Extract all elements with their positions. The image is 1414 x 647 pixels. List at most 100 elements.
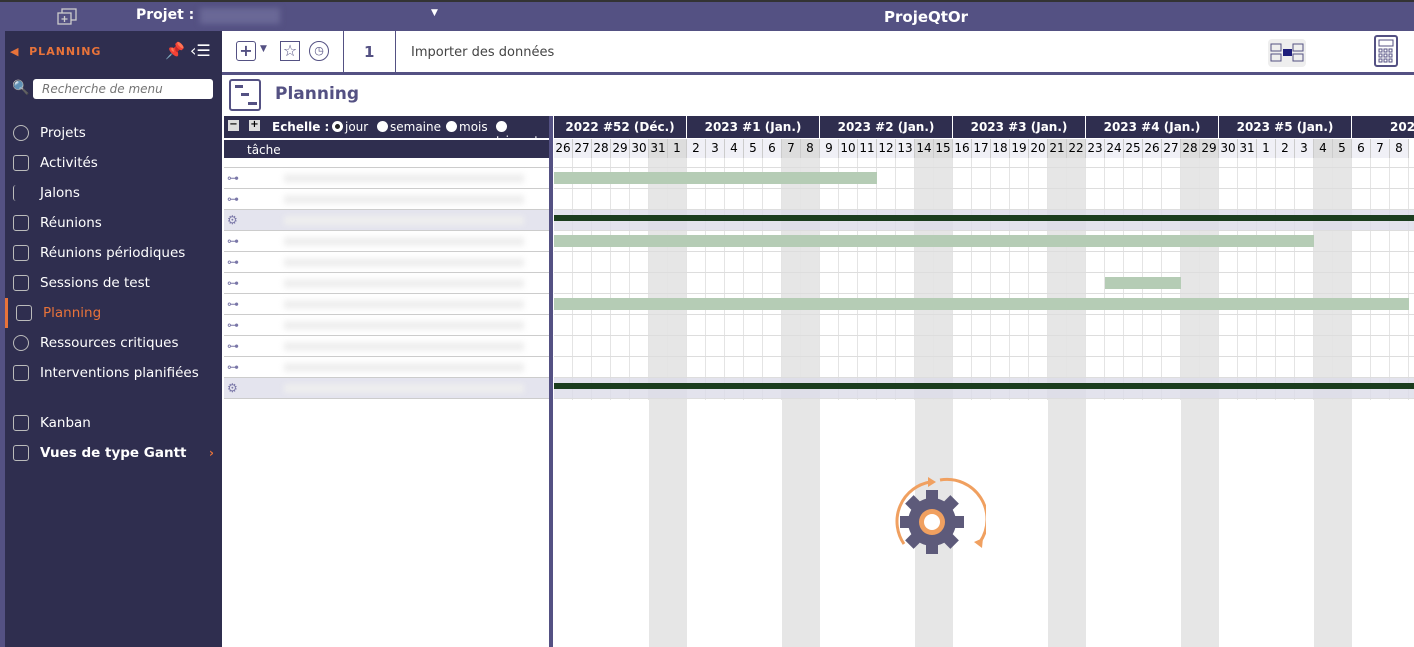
activity-hierarchy-icon: ⊶: [227, 297, 239, 311]
summary-bar[interactable]: [554, 383, 1414, 389]
menu-item-ressources-critiques[interactable]: Ressources critiques: [5, 328, 222, 358]
day-header: 28: [1181, 139, 1200, 158]
day-header: 26: [554, 139, 573, 158]
day-header: 4: [1314, 139, 1333, 158]
radio-icon[interactable]: [446, 121, 457, 132]
bookmark-star-icon[interactable]: ☆: [280, 41, 300, 61]
menu-label: Jalons: [40, 185, 80, 201]
storm-icon: [13, 335, 29, 351]
pin-icon[interactable]: 📌: [165, 41, 185, 60]
menu-item-projets[interactable]: Projets: [5, 118, 222, 148]
day-header: 31: [1238, 139, 1257, 158]
weekend-column: [1333, 158, 1352, 647]
gantt-row: [554, 336, 1414, 357]
task-name-redacted: [284, 258, 524, 267]
scale-option-mois[interactable]: mois: [446, 120, 488, 134]
grid-line: [1066, 158, 1067, 400]
activity-hierarchy-icon: ⊶: [227, 318, 239, 332]
menu-search-input[interactable]: [33, 79, 213, 99]
day-header: 14: [915, 139, 934, 158]
task-name-redacted: [284, 279, 524, 288]
history-icon[interactable]: ◷: [309, 41, 329, 61]
grid-line: [1104, 158, 1105, 400]
task-row[interactable]: ⊶: [224, 168, 549, 189]
task-row[interactable]: ⊶: [224, 252, 549, 273]
loading-spinner-icon: [895, 477, 986, 554]
menu-item-reunions-periodiques[interactable]: Réunions périodiques: [5, 238, 222, 268]
day-header: 22: [1067, 139, 1086, 158]
gantt-row: [554, 357, 1414, 378]
recurring-meeting-icon: [13, 245, 29, 261]
task-row[interactable]: [224, 158, 549, 168]
task-bar[interactable]: [554, 235, 1314, 247]
task-name-redacted: [284, 216, 524, 225]
radio-checked-icon[interactable]: [332, 121, 343, 132]
task-bar[interactable]: [554, 298, 1409, 310]
project-selector[interactable]: [200, 8, 280, 24]
day-header: 19: [1010, 139, 1029, 158]
task-name-redacted: [284, 342, 524, 351]
import-data-link[interactable]: Importer des données: [411, 45, 555, 60]
option-label: semaine: [390, 120, 441, 134]
menu-item-sessions-de-test[interactable]: Sessions de test: [5, 268, 222, 298]
splitter-handle[interactable]: [549, 116, 553, 647]
weekend-column: [1314, 158, 1333, 647]
task-row[interactable]: ⊶: [224, 294, 549, 315]
menu-item-vues-gantt[interactable]: Vues de type Gantt ›: [5, 438, 222, 468]
add-button[interactable]: +: [236, 41, 256, 61]
weekend-column: [649, 158, 668, 647]
radio-icon[interactable]: [496, 121, 507, 132]
task-row[interactable]: ⚙: [224, 378, 549, 399]
summary-bar[interactable]: [554, 215, 1414, 221]
day-header: 30: [630, 139, 649, 158]
day-header: 25: [1124, 139, 1143, 158]
grid-line: [1313, 158, 1314, 400]
grid-line: [705, 158, 706, 400]
option-label: mois: [459, 120, 488, 134]
task-row[interactable]: ⊶: [224, 357, 549, 378]
task-row[interactable]: ⊶: [224, 273, 549, 294]
task-row[interactable]: ⚙: [224, 210, 549, 231]
task-name-redacted: [284, 174, 524, 183]
task-row[interactable]: ⊶: [224, 231, 549, 252]
menu-item-kanban[interactable]: Kanban: [5, 408, 222, 438]
grid-line: [952, 158, 953, 400]
new-window-icon[interactable]: [57, 8, 77, 25]
collapse-menu-icon[interactable]: ‹☰: [190, 41, 211, 60]
day-header: 7: [1371, 139, 1390, 158]
gantt-row: [554, 252, 1414, 273]
activity-hierarchy-icon: ⊶: [227, 234, 239, 248]
task-row[interactable]: ⊶: [224, 336, 549, 357]
task-name-redacted: [284, 300, 524, 309]
project-dropdown-icon[interactable]: ▼: [431, 8, 438, 18]
week-header: 2023 #6: [1352, 116, 1414, 138]
menu-item-jalons[interactable]: Jalons: [5, 178, 222, 208]
collapse-all-button[interactable]: −: [228, 119, 239, 131]
day-header: 11: [858, 139, 877, 158]
radio-icon[interactable]: [377, 121, 388, 132]
task-row[interactable]: ⊶: [224, 315, 549, 336]
calculator-icon[interactable]: [1374, 35, 1398, 67]
menu-label: Planning: [43, 305, 102, 321]
task-bar[interactable]: [554, 172, 877, 184]
column-header-task[interactable]: tâche: [224, 140, 549, 159]
grid-line: [667, 158, 668, 400]
menu-item-reunions[interactable]: Réunions: [5, 208, 222, 238]
scale-option-semaine[interactable]: semaine: [377, 120, 441, 134]
scale-option-jour[interactable]: jour: [332, 120, 368, 134]
menu-item-activites[interactable]: Activités: [5, 148, 222, 178]
menu-label: Projets: [40, 125, 86, 141]
critical-path-icon[interactable]: [1268, 39, 1306, 67]
add-dropdown-icon[interactable]: ▼: [260, 44, 267, 54]
task-row[interactable]: ⊶: [224, 189, 549, 210]
menu-item-planning[interactable]: Planning: [5, 298, 222, 328]
menu-label: Interventions planifiées: [40, 365, 199, 381]
menu-label: Ressources critiques: [40, 335, 179, 351]
task-bar[interactable]: [1105, 277, 1181, 289]
menu-item-interventions-planifiees[interactable]: Interventions planifiées: [5, 358, 222, 408]
expand-all-button[interactable]: +: [249, 119, 260, 131]
hierarchy-icon: [13, 155, 29, 171]
menu-section-header[interactable]: ◀ PLANNING: [10, 45, 102, 58]
activity-hierarchy-icon: ⊶: [227, 339, 239, 353]
chevron-right-icon: ›: [209, 446, 214, 460]
